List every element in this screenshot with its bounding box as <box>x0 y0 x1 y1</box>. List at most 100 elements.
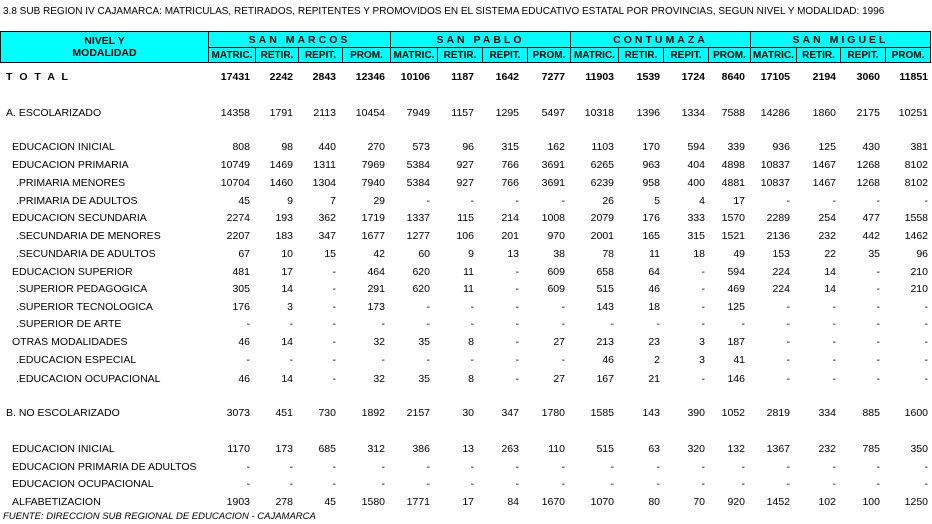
cell-value: - <box>786 354 791 366</box>
cell-value: - <box>426 478 431 490</box>
cell-value: 2 <box>654 354 660 366</box>
cell-value: 17 <box>281 266 293 278</box>
cell-value: 785 <box>862 443 880 455</box>
cell-value: 808 <box>232 141 250 153</box>
cell-value: 263 <box>501 443 519 455</box>
sub-header: PROM. <box>342 47 391 63</box>
cell-value: - <box>470 195 475 207</box>
cell-value: 10749 <box>220 159 250 171</box>
cell-value: 594 <box>687 141 705 153</box>
cell-value: 381 <box>910 141 928 153</box>
cell-value: - <box>246 478 251 490</box>
cell-value: 13 <box>507 248 519 260</box>
cell-value: 609 <box>547 283 565 295</box>
cell-value: 2157 <box>406 407 430 419</box>
cell-value: 362 <box>318 212 336 224</box>
cell-value: - <box>246 354 251 366</box>
group-header: CONTUMAZA <box>570 31 751 48</box>
row-label: .EDUCACION OCUPACIONAL <box>16 373 161 385</box>
row-label: EDUCACION PRIMARIA <box>12 159 129 171</box>
cell-value: - <box>381 461 386 473</box>
cell-value: 35 <box>868 248 880 260</box>
cell-value: 11 <box>463 283 474 295</box>
cell-value: - <box>876 195 881 207</box>
cell-value: 658 <box>596 266 614 278</box>
cell-value: 350 <box>910 443 928 455</box>
row-label: EDUCACION INICIAL <box>12 141 115 153</box>
cell-value: 38 <box>553 248 565 260</box>
group-header: SAN MIGUEL <box>750 31 931 48</box>
row-label: B. NO ESCOLARIZADO <box>6 407 120 419</box>
cell-value: 2136 <box>766 230 790 242</box>
cell-value: - <box>426 461 431 473</box>
cell-value: 333 <box>687 212 705 224</box>
cell-value: - <box>515 283 520 295</box>
cell-value: 1170 <box>227 443 250 455</box>
cell-value: 153 <box>772 248 790 260</box>
cell-value: 6239 <box>590 177 614 189</box>
cell-value: 27 <box>553 336 565 348</box>
cell-value: 3 <box>699 336 705 348</box>
cell-value: 125 <box>727 301 745 313</box>
cell-value: - <box>786 336 791 348</box>
cell-value: 8102 <box>904 159 928 171</box>
cell-value: - <box>332 301 337 313</box>
cell-value: - <box>701 318 706 330</box>
cell-value: 13 <box>462 443 474 455</box>
row-label: .PRIMARIA MENORES <box>16 177 126 189</box>
cell-value: 193 <box>275 212 293 224</box>
row-label: OTRAS MODALIDADES <box>12 336 128 348</box>
cell-value: 11 <box>463 266 474 278</box>
cell-value: 9 <box>287 195 293 207</box>
cell-value: 232 <box>818 443 836 455</box>
cell-value: - <box>924 336 929 348</box>
cell-value: 210 <box>910 266 928 278</box>
cell-value: - <box>246 318 251 330</box>
cell-value: 173 <box>367 301 385 313</box>
cell-value: - <box>786 195 791 207</box>
cell-value: 2113 <box>313 107 336 119</box>
cell-value: - <box>561 461 566 473</box>
cell-value: - <box>741 478 746 490</box>
cell-value: 400 <box>687 177 705 189</box>
row-label: A. ESCOLARIZADO <box>6 107 102 119</box>
cell-value: 920 <box>727 496 745 508</box>
cell-value: 4881 <box>721 177 745 189</box>
cell-value: 17105 <box>760 71 790 83</box>
row-label: EDUCACION OCUPACIONAL <box>12 478 154 490</box>
cell-value: 1334 <box>681 107 705 119</box>
cell-value: - <box>515 354 520 366</box>
cell-value: 46 <box>648 283 660 295</box>
cell-value: 1600 <box>904 407 928 419</box>
cell-value: - <box>561 478 566 490</box>
cell-value: - <box>876 318 881 330</box>
cell-value: 1311 <box>313 159 336 171</box>
cell-value: 6265 <box>590 159 614 171</box>
cell-value: 45 <box>324 496 336 508</box>
cell-value: - <box>832 478 837 490</box>
cell-value: 8102 <box>904 177 928 189</box>
cell-value: 10837 <box>760 159 790 171</box>
cell-value: 1558 <box>904 212 928 224</box>
cell-value: 3060 <box>856 71 880 83</box>
cell-value: - <box>924 461 929 473</box>
cell-value: 96 <box>462 141 474 153</box>
cell-value: 515 <box>596 443 614 455</box>
sub-header: REPIT. <box>840 47 886 63</box>
cell-value: - <box>381 354 386 366</box>
cell-value: 573 <box>412 141 430 153</box>
cell-value: - <box>741 461 746 473</box>
cell-value: 936 <box>772 141 790 153</box>
cell-value: 2819 <box>766 407 790 419</box>
cell-value: 132 <box>727 443 745 455</box>
cell-value: - <box>332 318 337 330</box>
cell-value: 14 <box>281 373 293 385</box>
cell-value: - <box>381 478 386 490</box>
cell-value: 35 <box>418 336 430 348</box>
cell-value: 15 <box>324 248 336 260</box>
cell-value: 7969 <box>361 159 385 171</box>
cell-value: 1677 <box>361 230 385 242</box>
cell-value: 176 <box>232 301 250 313</box>
cell-value: 10251 <box>898 107 928 119</box>
cell-value: - <box>426 318 431 330</box>
